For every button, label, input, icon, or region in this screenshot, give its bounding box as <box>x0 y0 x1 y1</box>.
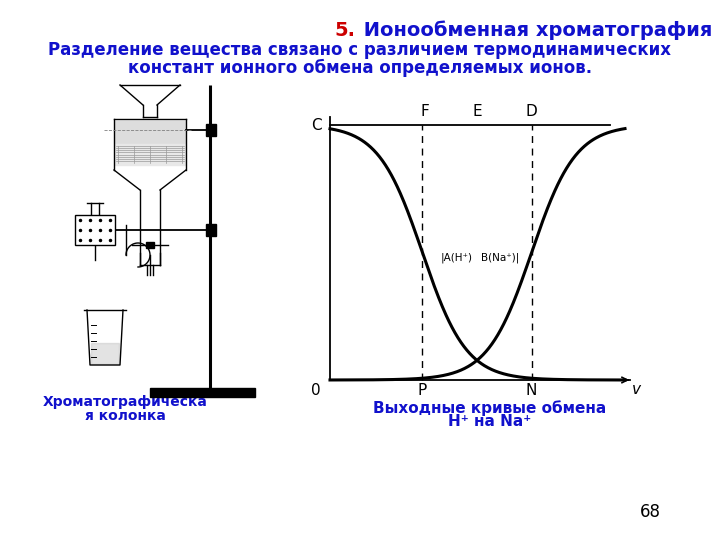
Text: H⁺ на Na⁺: H⁺ на Na⁺ <box>449 414 531 429</box>
Polygon shape <box>115 144 185 165</box>
Text: E: E <box>472 104 482 118</box>
Text: B(Na⁺)|: B(Na⁺)| <box>481 252 519 263</box>
Text: v: v <box>631 382 641 397</box>
Bar <box>75 215 115 245</box>
Bar <box>146 242 154 248</box>
Bar <box>150 388 255 397</box>
Text: 68: 68 <box>639 503 660 521</box>
Bar <box>206 124 216 136</box>
Bar <box>206 224 216 236</box>
Text: констант ионного обмена определяемых ионов.: констант ионного обмена определяемых ион… <box>128 59 592 77</box>
Text: Хроматографическа: Хроматографическа <box>42 395 207 409</box>
Text: 0: 0 <box>311 383 321 398</box>
Text: F: F <box>420 104 429 118</box>
Text: Выходные кривые обмена: Выходные кривые обмена <box>374 400 607 416</box>
Text: D: D <box>526 104 537 118</box>
Text: |A(H⁺): |A(H⁺) <box>441 252 473 263</box>
Text: Разделение вещества связано с различием термодинамических: Разделение вещества связано с различием … <box>48 41 672 59</box>
Text: P: P <box>418 383 427 398</box>
Text: я колонка: я колонка <box>84 409 166 423</box>
Text: Ионообменная хроматография: Ионообменная хроматография <box>357 20 712 40</box>
Polygon shape <box>115 121 185 144</box>
Text: N: N <box>526 383 537 398</box>
Text: 5.: 5. <box>334 21 355 39</box>
Polygon shape <box>91 343 119 364</box>
Text: C: C <box>311 118 321 132</box>
